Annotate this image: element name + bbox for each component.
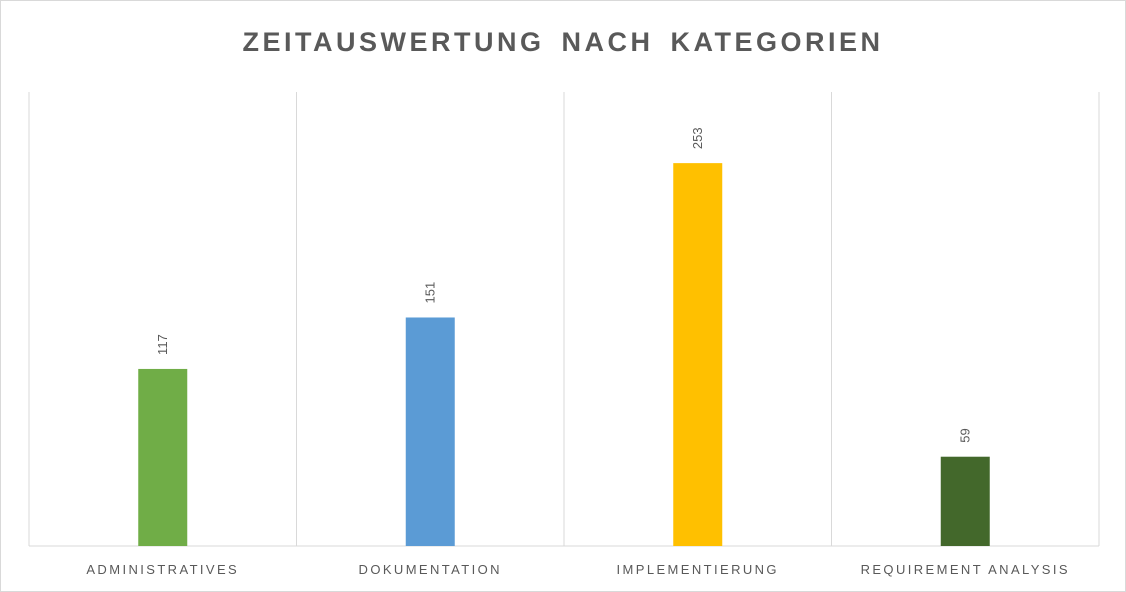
chart-title: ZEITAUSWERTUNG NACH KATEGORIEN: [242, 27, 884, 57]
bar: [405, 317, 455, 546]
data-label: 253: [690, 127, 705, 149]
bar: [673, 163, 723, 547]
data-label: 117: [155, 334, 170, 355]
bar: [138, 368, 188, 546]
data-label: 151: [422, 282, 437, 304]
data-label: 59: [957, 428, 972, 442]
bar: [940, 456, 990, 546]
x-tick-label: REQUIREMENT ANALYSIS: [861, 562, 1070, 577]
x-tick-label: ADMINISTRATIVES: [86, 562, 239, 577]
x-tick-label: DOKUMENTATION: [359, 562, 502, 577]
x-tick-label: IMPLEMENTIERUNG: [617, 562, 779, 577]
